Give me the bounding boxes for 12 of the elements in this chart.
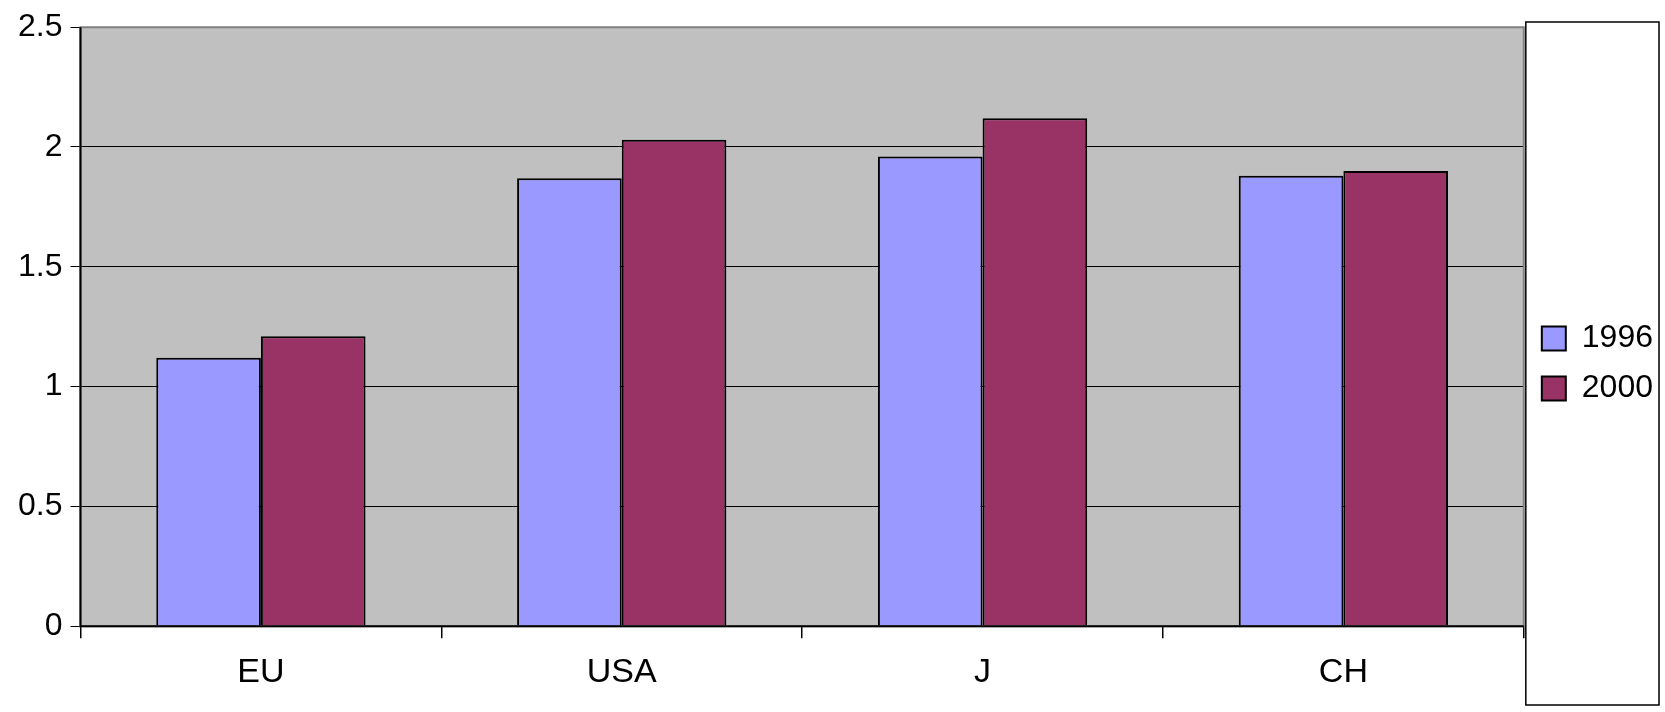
legend-label: 1996 <box>1581 318 1653 355</box>
x-tick-label: CH <box>1318 650 1368 689</box>
y-tick-label: 2.5 <box>18 7 63 44</box>
legend-label: 2000 <box>1581 368 1653 405</box>
y-tick-label: 1.5 <box>18 246 63 283</box>
x-tick-label: J <box>974 650 992 689</box>
y-tick-label: 2 <box>44 126 63 163</box>
y-tick-label: 0 <box>44 606 63 643</box>
y-tick-label: 1 <box>44 366 63 403</box>
x-tick-label: USA <box>586 650 657 689</box>
x-tick-label: EU <box>237 650 285 689</box>
y-tick-label: 0.5 <box>18 486 63 523</box>
